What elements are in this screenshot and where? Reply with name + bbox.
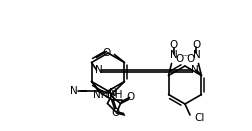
Text: N: N bbox=[95, 65, 102, 75]
Text: O: O bbox=[127, 91, 135, 102]
Text: O: O bbox=[192, 40, 201, 50]
Text: NH: NH bbox=[107, 91, 122, 100]
Text: N: N bbox=[109, 89, 116, 99]
Text: O: O bbox=[186, 54, 195, 64]
Text: ⁻: ⁻ bbox=[184, 53, 189, 62]
Text: ⁻: ⁻ bbox=[181, 53, 186, 62]
Text: O: O bbox=[169, 40, 178, 50]
Text: Cl: Cl bbox=[194, 113, 204, 123]
Text: O: O bbox=[102, 48, 111, 58]
Text: N: N bbox=[170, 50, 177, 61]
Text: N: N bbox=[193, 50, 200, 61]
Text: NH: NH bbox=[93, 89, 108, 100]
Text: O: O bbox=[111, 108, 119, 118]
Text: N: N bbox=[191, 65, 198, 75]
Text: N: N bbox=[70, 86, 77, 95]
Text: O: O bbox=[175, 54, 184, 64]
